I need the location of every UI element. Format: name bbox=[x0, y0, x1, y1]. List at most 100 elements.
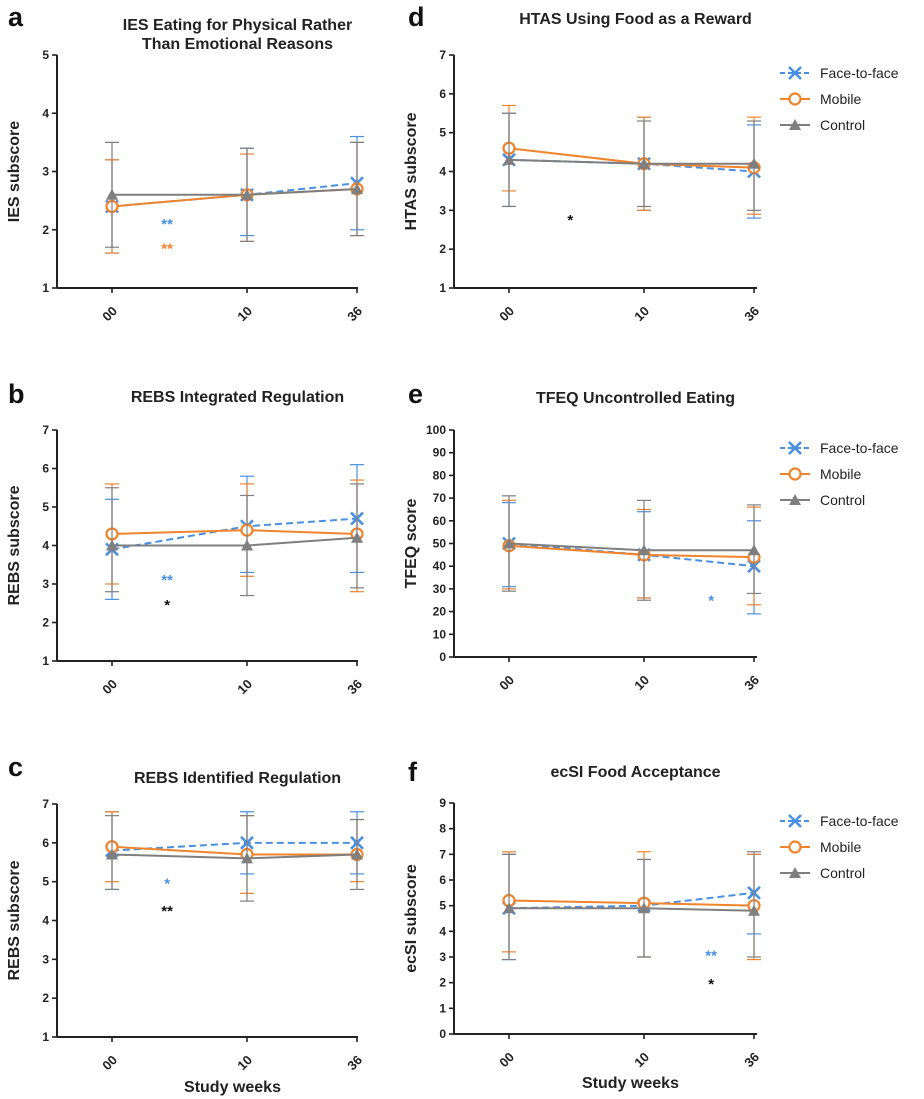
significance-mark: * bbox=[708, 976, 714, 993]
panel-title: Than Emotional Reasons bbox=[142, 36, 333, 53]
y-axis-label: REBS subscore bbox=[6, 860, 23, 980]
y-tick-label: 6 bbox=[439, 873, 446, 887]
y-tick-label: 7 bbox=[439, 48, 446, 62]
y-axis-label: ecSI subscore bbox=[403, 864, 420, 973]
panel-letter: f bbox=[408, 757, 418, 787]
y-tick-label: 0 bbox=[439, 1027, 446, 1041]
series-face bbox=[502, 502, 761, 615]
series-control bbox=[502, 851, 761, 961]
y-tick-label: 8 bbox=[439, 822, 446, 836]
significance-mark: * bbox=[164, 597, 170, 614]
y-axis-label: TFEQ score bbox=[403, 499, 420, 589]
y-tick-label: 90 bbox=[433, 446, 447, 460]
x-axis-label: Study weeks bbox=[184, 1079, 281, 1096]
y-tick-label: 1 bbox=[42, 1030, 49, 1044]
y-tick-label: 3 bbox=[42, 577, 49, 591]
x-tick-label: 00 bbox=[99, 676, 120, 697]
y-tick-label: 4 bbox=[42, 539, 49, 553]
legend-label: Mobile bbox=[820, 839, 861, 855]
panel-letter: a bbox=[8, 2, 24, 32]
panel-d: d HTAS Using Food as a Reward 1 2 3 4 5 6 7 00 10 3… bbox=[403, 2, 899, 324]
y-tick-label: 2 bbox=[42, 991, 49, 1005]
y-tick-label: 6 bbox=[42, 462, 49, 476]
y-tick-label: 4 bbox=[439, 165, 446, 179]
legend-label: Face-to-face bbox=[820, 440, 899, 456]
data-point bbox=[241, 188, 253, 200]
legend-marker bbox=[788, 840, 802, 854]
x-tick-label: 36 bbox=[741, 1049, 762, 1070]
data-point bbox=[638, 544, 650, 556]
panel-e: e TFEQ Uncontrolled Eating 0 10 20 30 40 50 60 70… bbox=[403, 379, 899, 693]
legend-marker bbox=[789, 494, 801, 505]
x-tick-label: 10 bbox=[631, 1049, 652, 1070]
data-point bbox=[503, 153, 515, 165]
y-tick-label: 6 bbox=[42, 836, 49, 850]
y-tick-label: 2 bbox=[42, 616, 49, 630]
y-tick-label: 2 bbox=[42, 223, 49, 237]
y-tick-label: 5 bbox=[42, 48, 49, 62]
series-line bbox=[111, 845, 357, 856]
legend-label: Mobile bbox=[820, 91, 861, 107]
y-tick-label: 2 bbox=[439, 976, 446, 990]
y-tick-label: 9 bbox=[439, 796, 446, 810]
significance-mark: * bbox=[708, 592, 714, 609]
y-tick-label: 1 bbox=[439, 281, 446, 295]
legend-label: Control bbox=[820, 492, 865, 508]
panel-title: REBS Integrated Regulation bbox=[131, 389, 344, 406]
panel-title: HTAS Using Food as a Reward bbox=[519, 11, 752, 28]
y-tick-label: 0 bbox=[439, 650, 446, 664]
data-point bbox=[748, 157, 760, 169]
x-tick-label: 00 bbox=[496, 1049, 517, 1070]
data-point bbox=[241, 539, 253, 551]
legend-label: Mobile bbox=[820, 466, 861, 482]
x-tick-label: 36 bbox=[344, 676, 365, 697]
legend-label: Control bbox=[820, 865, 865, 881]
y-tick-label: 60 bbox=[433, 514, 447, 528]
series-mobile bbox=[105, 479, 364, 593]
data-point bbox=[106, 848, 118, 860]
y-tick-label: 2 bbox=[439, 242, 446, 256]
data-point bbox=[503, 537, 515, 549]
data-point bbox=[351, 531, 363, 543]
y-tick-label: 3 bbox=[42, 165, 49, 179]
y-tick-label: 80 bbox=[433, 468, 447, 482]
series-line bbox=[111, 853, 358, 860]
y-axis-label: IES subscore bbox=[6, 121, 23, 222]
y-tick-label: 4 bbox=[42, 106, 49, 120]
series-mobile bbox=[105, 811, 364, 894]
panel-letter: b bbox=[8, 379, 25, 409]
x-tick-label: 10 bbox=[631, 303, 652, 324]
y-tick-label: 4 bbox=[42, 914, 49, 928]
significance-mark: ** bbox=[161, 240, 173, 257]
y-tick-label: 4 bbox=[439, 924, 446, 938]
x-tick-label: 00 bbox=[496, 303, 517, 324]
x-tick-label: 00 bbox=[99, 303, 120, 324]
y-tick-label: 7 bbox=[42, 423, 49, 437]
panel-title: ecSI Food Acceptance bbox=[550, 764, 720, 781]
y-tick-label: 5 bbox=[42, 500, 49, 514]
legend-marker bbox=[788, 92, 802, 106]
y-tick-label: 5 bbox=[42, 875, 49, 889]
data-point bbox=[503, 902, 515, 914]
significance-mark: * bbox=[567, 212, 573, 229]
data-point bbox=[748, 904, 760, 916]
y-tick-label: 40 bbox=[433, 559, 447, 573]
data-point bbox=[106, 539, 118, 551]
x-tick-label: 00 bbox=[496, 672, 517, 693]
x-tick-label: 10 bbox=[631, 672, 652, 693]
series-line bbox=[508, 899, 755, 907]
panel-c: c REBS Identified Regulation 1 2 3 4 5 6 7 00 10 36… bbox=[6, 752, 365, 1096]
data-point bbox=[106, 188, 118, 200]
data-point bbox=[638, 157, 650, 169]
y-tick-label: 100 bbox=[426, 423, 446, 437]
panel-f: f ecSI Food Acceptance 0 1 2 3 4 5 6 7 8 9 00 10 36 ecS… bbox=[403, 757, 899, 1092]
series-line bbox=[112, 187, 358, 196]
y-tick-label: 3 bbox=[439, 950, 446, 964]
y-tick-label: 10 bbox=[433, 627, 447, 641]
panel-letter: c bbox=[8, 752, 23, 782]
panel-title: REBS Identified Regulation bbox=[134, 770, 341, 787]
significance-mark: * bbox=[164, 876, 170, 893]
significance-mark: ** bbox=[705, 948, 717, 965]
y-tick-label: 1 bbox=[42, 281, 49, 295]
y-tick-label: 5 bbox=[439, 126, 446, 140]
